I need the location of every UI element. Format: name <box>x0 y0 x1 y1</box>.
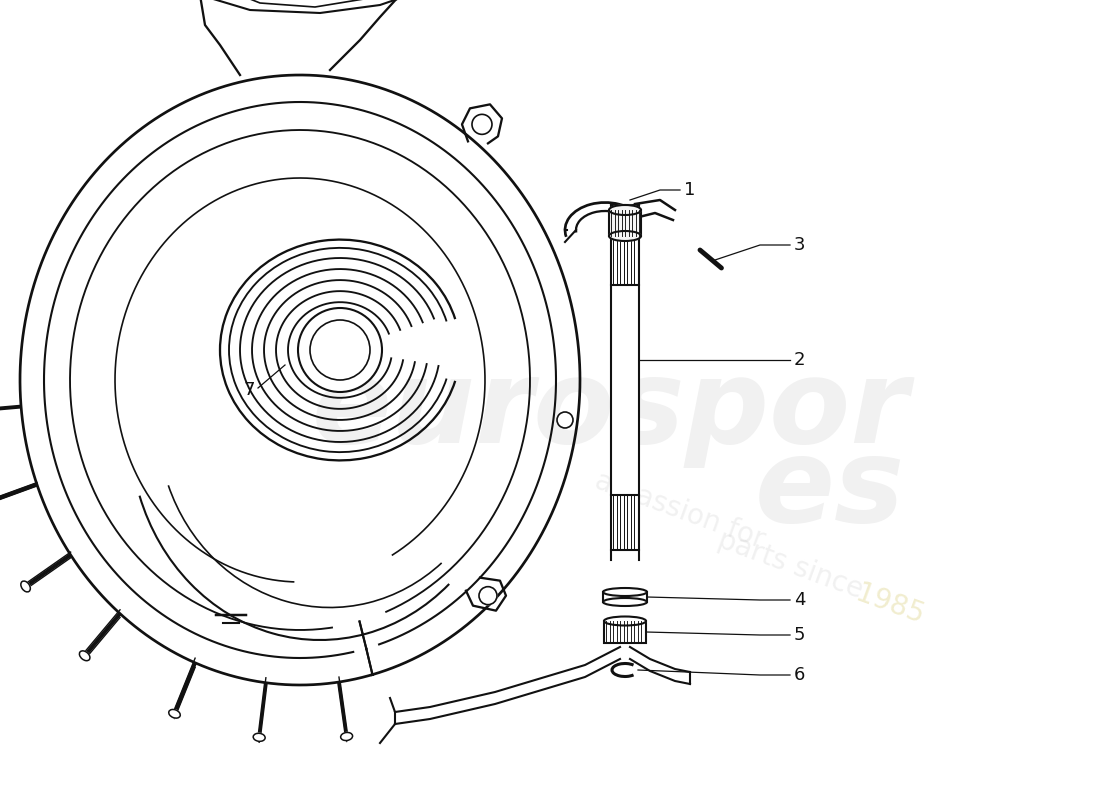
Ellipse shape <box>168 710 180 718</box>
Text: 2: 2 <box>794 351 805 369</box>
Circle shape <box>478 586 497 605</box>
Circle shape <box>310 320 370 380</box>
Bar <box>609 210 641 236</box>
Circle shape <box>472 114 492 134</box>
Ellipse shape <box>609 205 641 215</box>
Text: 1: 1 <box>684 181 695 199</box>
Ellipse shape <box>253 734 265 742</box>
Bar <box>604 621 646 643</box>
Ellipse shape <box>341 733 353 741</box>
Bar <box>610 205 639 560</box>
Text: eurospor: eurospor <box>311 353 909 467</box>
Text: 4: 4 <box>794 591 805 609</box>
Text: a passion for: a passion for <box>591 466 769 554</box>
Text: 7: 7 <box>243 381 255 399</box>
Ellipse shape <box>603 588 647 596</box>
Ellipse shape <box>604 617 646 626</box>
Text: 3: 3 <box>794 236 805 254</box>
Text: 1985: 1985 <box>852 580 928 630</box>
Circle shape <box>298 308 382 392</box>
Ellipse shape <box>21 581 31 592</box>
Circle shape <box>557 412 573 428</box>
Ellipse shape <box>603 598 647 606</box>
Text: parts since: parts since <box>714 526 867 604</box>
Ellipse shape <box>79 651 90 661</box>
Text: 6: 6 <box>794 666 805 684</box>
Text: es: es <box>755 433 905 547</box>
Ellipse shape <box>609 231 641 241</box>
Text: 5: 5 <box>794 626 805 644</box>
